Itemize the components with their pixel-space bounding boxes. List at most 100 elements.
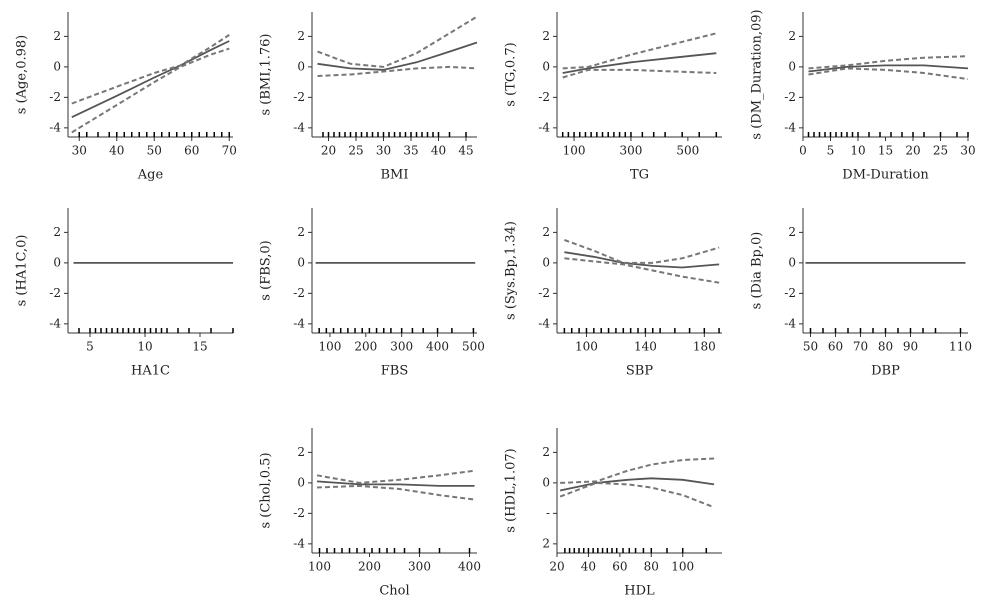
x-axis-label: FBS (381, 364, 408, 379)
y-tick-label: 0 (542, 255, 550, 269)
y-tick-label: -4 (293, 120, 305, 134)
y-tick-label: 0 (788, 255, 796, 269)
y-axis-label: s (Sys.Bp,1.34) (504, 221, 519, 320)
y-tick-label: -4 (293, 316, 305, 330)
y-tick-label: 2 (542, 445, 550, 459)
confidence-band (564, 257, 720, 284)
y-tick-label: -2 (293, 90, 305, 104)
y-tick-label: -2 (538, 90, 550, 104)
x-axis-label: Age (137, 168, 164, 183)
x-axis-label: DBP (871, 364, 900, 379)
x-tick-label: 100 (575, 340, 598, 354)
confidence-band (564, 239, 720, 264)
y-tick-label: -2 (293, 286, 305, 300)
x-axis-label: BMI (381, 168, 409, 183)
y-tick-label: 0 (297, 255, 305, 269)
y-tick-label: 0 (542, 59, 550, 73)
smooth-fit (316, 480, 475, 487)
x-tick-label: 25 (933, 144, 948, 158)
confidence-band (71, 47, 230, 134)
confidence-band (808, 55, 969, 70)
y-tick-label: -2 (293, 506, 305, 520)
confidence-band (562, 32, 717, 70)
confidence-band (317, 65, 478, 77)
x-tick-label: 180 (693, 340, 716, 354)
y-tick-label: -2 (784, 286, 796, 300)
y-axis-label: s (DM_Duration,09) (750, 9, 765, 139)
y-tick-label: -4 (49, 120, 61, 134)
x-tick-label: 5 (827, 144, 835, 158)
x-tick-label: 60 (184, 144, 199, 158)
y-tick-label: 0 (542, 475, 550, 489)
x-tick-label: 80 (878, 340, 893, 354)
confidence-band (562, 68, 717, 79)
y-tick-label: -2 (49, 90, 61, 104)
y-tick-label: 0 (788, 59, 796, 73)
smooth-fit (317, 41, 478, 71)
y-axis-label: s (BMI,1.76) (259, 33, 274, 115)
x-axis-label: SBP (626, 364, 653, 379)
x-tick-label: 40 (581, 560, 596, 574)
x-tick-label: 60 (612, 560, 627, 574)
confidence-band (71, 34, 230, 105)
confidence-band (560, 457, 715, 484)
y-tick-label: -2 (784, 90, 796, 104)
x-tick-label: 20 (321, 144, 336, 158)
x-axis-label: HA1C (131, 364, 170, 379)
x-tick-label: 30 (376, 144, 391, 158)
x-tick-label: 10 (137, 340, 152, 354)
x-tick-label: 20 (905, 144, 920, 158)
y-tick-label: -4 (49, 316, 61, 330)
x-tick-label: 10 (850, 144, 865, 158)
x-tick-label: 70 (222, 144, 237, 158)
x-tick-label: 200 (354, 340, 377, 354)
x-axis-label: Chol (379, 584, 409, 599)
smooth-fit (71, 40, 230, 119)
y-tick-label: 2 (53, 225, 61, 239)
y-axis-label: s (Dia Bp,0) (750, 232, 765, 310)
y-axis-label: s (Chol,0.5) (259, 452, 274, 528)
smooth-fit (808, 64, 969, 73)
y-tick-label: -4 (784, 316, 796, 330)
x-tick-label: 100 (563, 144, 586, 158)
y-tick-label: -4 (538, 316, 550, 330)
x-tick-label: 25 (348, 144, 363, 158)
x-tick-label: 15 (878, 144, 893, 158)
x-tick-label: 100 (308, 560, 331, 574)
x-tick-label: 15 (192, 340, 207, 354)
x-tick-label: 0 (799, 144, 807, 158)
y-tick-label: 2 (542, 225, 550, 239)
x-tick-label: 90 (903, 340, 918, 354)
x-tick-label: 45 (458, 144, 473, 158)
y-tick-label: 2 (542, 29, 550, 43)
y-tick-label: -2 (538, 286, 550, 300)
x-tick-label: 40 (109, 144, 124, 158)
y-tick-label: 2 (297, 445, 305, 459)
y-tick-label: 2 (297, 29, 305, 43)
y-tick-label: -4 (538, 120, 550, 134)
x-axis-label: TG (630, 168, 649, 183)
x-tick-label: 300 (620, 144, 643, 158)
x-tick-label: 140 (634, 340, 657, 354)
x-tick-label: 100 (671, 560, 694, 574)
x-tick-label: 30 (72, 144, 87, 158)
confidence-band (808, 67, 969, 81)
x-tick-label: 500 (462, 340, 485, 354)
y-axis-label: s (HA1C,0) (15, 235, 30, 307)
y-tick-label: 2 (788, 29, 796, 43)
x-tick-label: 30 (960, 144, 975, 158)
y-tick-label: 2 (53, 29, 61, 43)
confidence-band (559, 481, 715, 509)
y-axis-label: s (HDL,1.07) (504, 448, 519, 532)
x-tick-label: 35 (403, 144, 418, 158)
y-tick-label: - (546, 506, 550, 520)
x-tick-label: 200 (358, 560, 381, 574)
y-tick-label: 0 (53, 59, 61, 73)
smooth-fit (562, 52, 717, 74)
confidence-band (317, 15, 478, 68)
x-axis-label: DM-Duration (842, 168, 929, 183)
x-tick-label: 50 (803, 340, 818, 354)
y-tick-label: 0 (53, 255, 61, 269)
x-tick-label: 110 (949, 340, 972, 354)
